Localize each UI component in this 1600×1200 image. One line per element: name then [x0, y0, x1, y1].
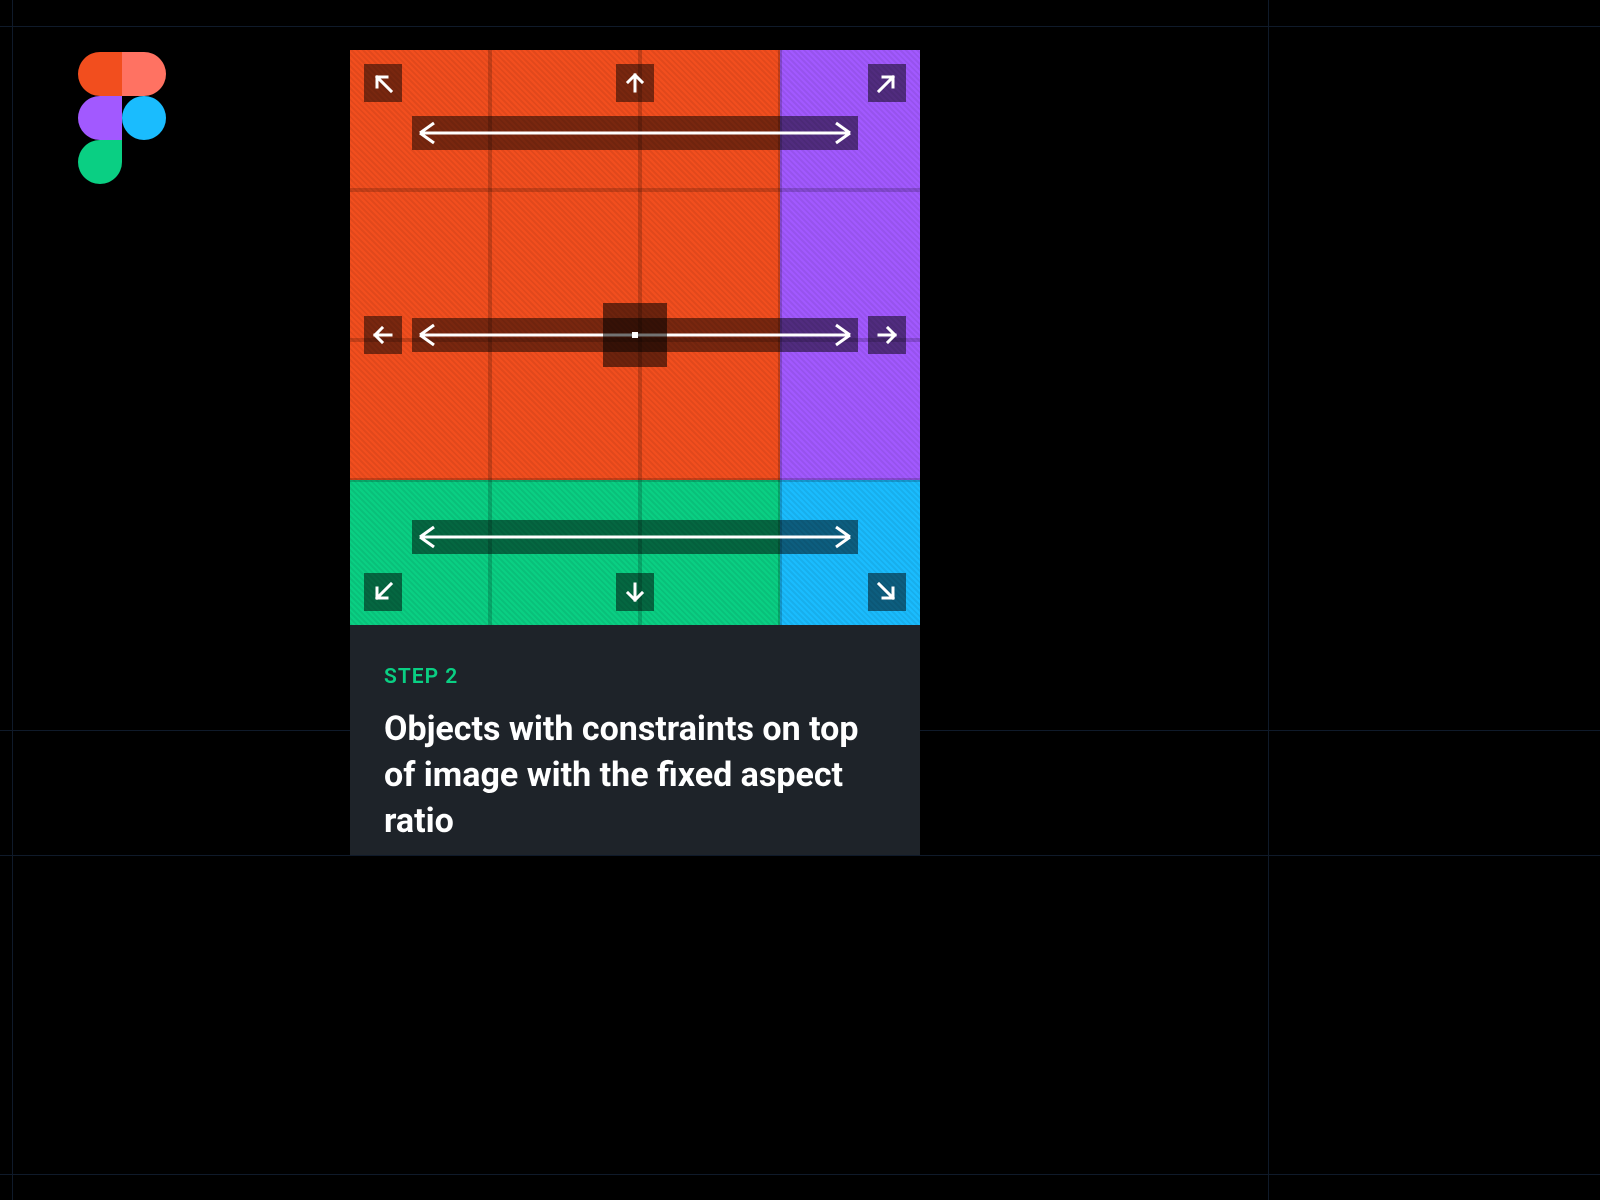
constraint-right-icon[interactable]	[868, 316, 906, 354]
guide-line	[1268, 0, 1269, 1200]
constraint-top-icon[interactable]	[616, 64, 654, 102]
constraint-bottom-right-icon[interactable]	[868, 573, 906, 611]
constraint-bottom-left-icon[interactable]	[364, 573, 402, 611]
constraint-center-icon[interactable]	[603, 303, 667, 367]
figma-logo-icon	[78, 52, 166, 184]
caption-title: Objects with constraints on top of image…	[384, 707, 886, 845]
grid-line	[350, 478, 920, 482]
image-region	[350, 50, 920, 625]
caption-panel: STEP 2 Objects with constraints on top o…	[350, 625, 920, 855]
scale-bar-bottom[interactable]	[412, 520, 858, 554]
grid-line	[350, 188, 920, 192]
step-label: STEP 2	[384, 665, 886, 689]
tile-red	[350, 50, 780, 480]
center-dot-icon	[632, 332, 638, 338]
figma-logo	[78, 52, 166, 184]
constraint-left-icon[interactable]	[364, 316, 402, 354]
guide-line	[0, 1174, 1600, 1175]
design-canvas[interactable]: STEP 2 Objects with constraints on top o…	[0, 0, 1600, 1200]
tile-purple	[780, 50, 920, 480]
constraint-top-left-icon[interactable]	[364, 64, 402, 102]
guide-line	[0, 26, 1600, 27]
tutorial-frame[interactable]: STEP 2 Objects with constraints on top o…	[350, 50, 920, 855]
constraint-top-right-icon[interactable]	[868, 64, 906, 102]
scale-bar-top[interactable]	[412, 116, 858, 150]
guide-line	[12, 0, 13, 1200]
constraint-bottom-icon[interactable]	[616, 573, 654, 611]
guide-line	[0, 855, 1600, 856]
